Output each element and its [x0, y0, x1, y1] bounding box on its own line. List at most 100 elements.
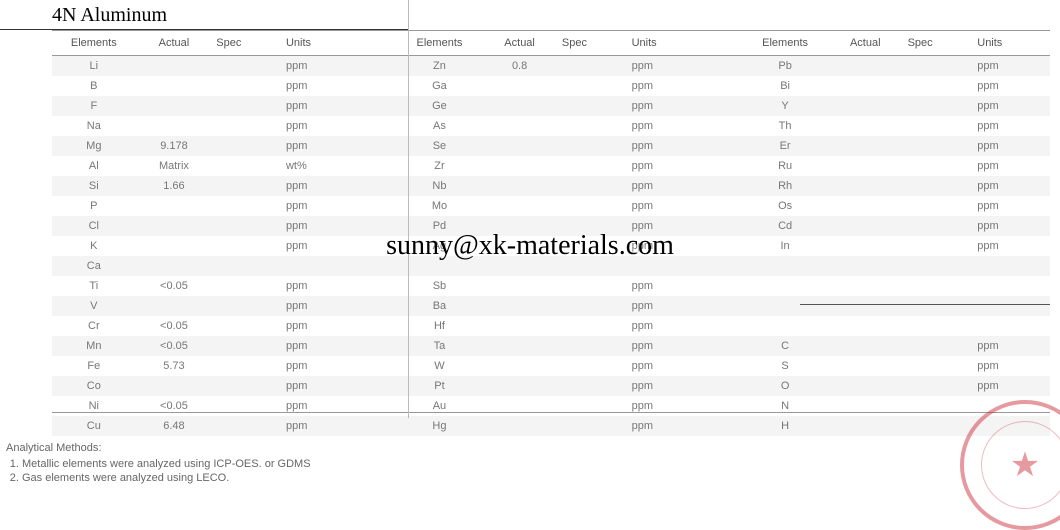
cell: ppm: [973, 136, 1050, 156]
cell: Li: [52, 56, 136, 76]
cell: ppm: [282, 96, 359, 116]
cell: [359, 336, 398, 356]
cell: ppm: [628, 76, 705, 96]
cell: [827, 156, 904, 176]
cell: Cu: [52, 416, 136, 436]
cell: [481, 296, 558, 316]
cell: [558, 416, 628, 436]
cell: [827, 76, 904, 96]
cell: [212, 256, 282, 276]
footer-item-1: Metallic elements were analyzed using IC…: [22, 458, 311, 470]
cell: ppm: [628, 296, 705, 316]
cell: Os: [743, 196, 827, 216]
cell: [481, 76, 558, 96]
cell: ppm: [282, 376, 359, 396]
cell: [481, 116, 558, 136]
cell: ppm: [628, 416, 705, 436]
cell: Fe: [52, 356, 136, 376]
star-icon: ★: [1010, 445, 1040, 485]
cell: [904, 196, 974, 216]
cell: ppm: [282, 216, 359, 236]
cell: [136, 216, 213, 236]
cell: [359, 316, 398, 336]
cell: [904, 316, 974, 336]
cell: Zn: [398, 56, 482, 76]
cell: [359, 376, 398, 396]
cell: K: [52, 236, 136, 256]
cell: [704, 316, 743, 336]
cell: [481, 416, 558, 436]
cell: ppm: [973, 216, 1050, 236]
cell: [904, 76, 974, 96]
cell: [704, 96, 743, 116]
cell: [973, 316, 1050, 336]
cell: [704, 196, 743, 216]
cell: ppm: [973, 336, 1050, 356]
cell: [558, 136, 628, 156]
cell: [827, 296, 904, 316]
cell: B: [52, 76, 136, 96]
cell: [212, 76, 282, 96]
table-row: Mn<0.05ppmTappmCppm: [52, 336, 1050, 356]
cell: [481, 216, 558, 236]
cell: [359, 196, 398, 216]
cell: F: [52, 96, 136, 116]
th-actual-1: Actual: [136, 31, 213, 56]
cell: Cl: [52, 216, 136, 236]
cell: Cd: [743, 216, 827, 236]
cell: [904, 356, 974, 376]
cell: ppm: [282, 316, 359, 336]
cell: [212, 296, 282, 316]
cell: ppm: [282, 336, 359, 356]
cell: ppm: [973, 196, 1050, 216]
table-row: AlMatrixwt%ZrppmRuppm: [52, 156, 1050, 176]
footer: Analytical Methods: Metallic elements we…: [6, 442, 311, 486]
cell: Hf: [398, 316, 482, 336]
cell: [359, 116, 398, 136]
cell: [743, 276, 827, 296]
cell: As: [398, 116, 482, 136]
cell: ppm: [628, 156, 705, 176]
cell: Ge: [398, 96, 482, 116]
cell: [359, 276, 398, 296]
cell: [704, 136, 743, 156]
cell: [704, 416, 743, 436]
cell: [136, 256, 213, 276]
cell: [827, 376, 904, 396]
cell: ppm: [628, 116, 705, 136]
cell: [904, 256, 974, 276]
cell: ppm: [628, 136, 705, 156]
cell: [904, 156, 974, 176]
cell: [136, 76, 213, 96]
cell: <0.05: [136, 276, 213, 296]
cell: <0.05: [136, 316, 213, 336]
cell: Nb: [398, 176, 482, 196]
cell: [212, 236, 282, 256]
th-actual-3: Actual: [827, 31, 904, 56]
cell: [481, 156, 558, 176]
cell: [359, 76, 398, 96]
cell: [481, 256, 558, 276]
cell: ppm: [282, 56, 359, 76]
cell: [743, 296, 827, 316]
cell: [704, 116, 743, 136]
cell: O: [743, 376, 827, 396]
cell: [359, 416, 398, 436]
cell: [558, 96, 628, 116]
cell: [136, 296, 213, 316]
cell: ppm: [628, 336, 705, 356]
cell: ppm: [282, 236, 359, 256]
cell: [558, 216, 628, 236]
cell: Mn: [52, 336, 136, 356]
cell: [136, 236, 213, 256]
cell: ppm: [973, 56, 1050, 76]
cell: ppm: [628, 56, 705, 76]
cell: [212, 276, 282, 296]
cell: [704, 156, 743, 176]
cell: ppm: [973, 236, 1050, 256]
cell: ppm: [973, 76, 1050, 96]
cell: [827, 356, 904, 376]
cell: Cr: [52, 316, 136, 336]
cell: [558, 336, 628, 356]
cell: [136, 116, 213, 136]
